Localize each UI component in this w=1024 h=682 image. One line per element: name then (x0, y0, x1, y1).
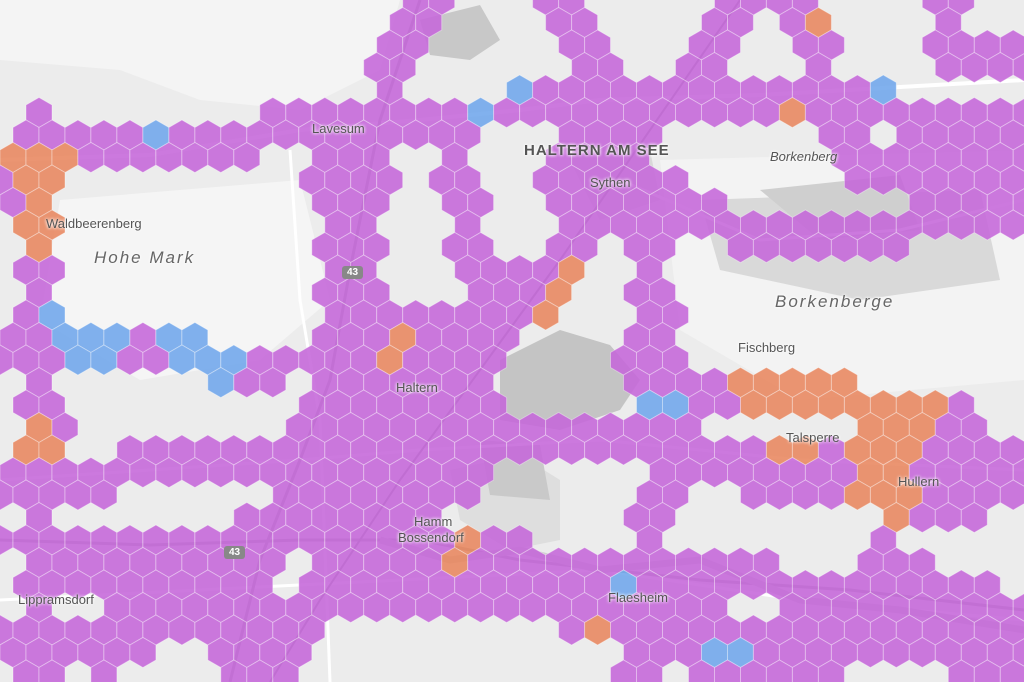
label-hullern: Hullern (898, 474, 940, 489)
density-hex[interactable] (233, 141, 261, 174)
label-fischberg: Fischberg (738, 340, 796, 355)
label-bossendorf: Bossendorf (398, 530, 464, 545)
density-hex[interactable] (714, 659, 741, 682)
density-hex[interactable] (999, 659, 1024, 682)
density-hex[interactable] (220, 659, 248, 682)
density-hex[interactable] (999, 209, 1024, 241)
density-hex[interactable] (38, 659, 66, 682)
density-hex[interactable] (0, 524, 14, 556)
density-hex[interactable] (272, 659, 300, 682)
density-hex[interactable] (999, 479, 1024, 511)
label-lippramsdorf: Lippramsdorf (18, 592, 94, 607)
label-hohe-mark: Hohe Mark (94, 248, 196, 267)
density-hex[interactable] (973, 659, 1001, 682)
density-hex[interactable] (532, 299, 560, 331)
density-hex[interactable] (688, 659, 715, 682)
density-hex[interactable] (947, 659, 975, 682)
density-hex[interactable] (246, 659, 274, 682)
density-hex[interactable] (259, 366, 287, 399)
density-hex[interactable] (740, 659, 767, 682)
label-waldbeerenberg: Waldbeerenberg (46, 216, 142, 231)
label-borkenberg: Borkenberg (770, 149, 838, 164)
label-haltern-am-see: HALTERN AM SEE (524, 142, 670, 159)
density-hex[interactable] (636, 659, 663, 682)
label-talsperre: Talsperre (786, 430, 840, 445)
density-hex[interactable] (454, 479, 482, 511)
density-hex[interactable] (817, 659, 845, 682)
label-borkenberge: Borkenberge (775, 292, 895, 311)
lake (500, 330, 640, 430)
density-hex[interactable] (90, 659, 118, 682)
density-hex[interactable] (12, 659, 40, 682)
label-haltern: Haltern (396, 380, 438, 395)
label-hamm: Hamm (414, 514, 453, 529)
density-hex[interactable] (765, 659, 793, 682)
density-hex[interactable] (882, 231, 910, 264)
density-hex[interactable] (960, 501, 988, 534)
label-sythen: Sythen (590, 175, 631, 190)
road-shield-a43: 43 (224, 546, 246, 559)
density-hex[interactable] (791, 659, 819, 682)
label-flaesheim: Flaesheim (608, 590, 668, 605)
label-lavesum: Lavesum (312, 121, 365, 136)
density-hex[interactable] (90, 479, 118, 511)
density-hex[interactable] (129, 636, 157, 669)
road-shield-a43: 43 (342, 266, 364, 279)
density-hex[interactable] (610, 659, 637, 682)
density-hex[interactable] (1012, 53, 1024, 83)
forest-area (0, 0, 400, 110)
